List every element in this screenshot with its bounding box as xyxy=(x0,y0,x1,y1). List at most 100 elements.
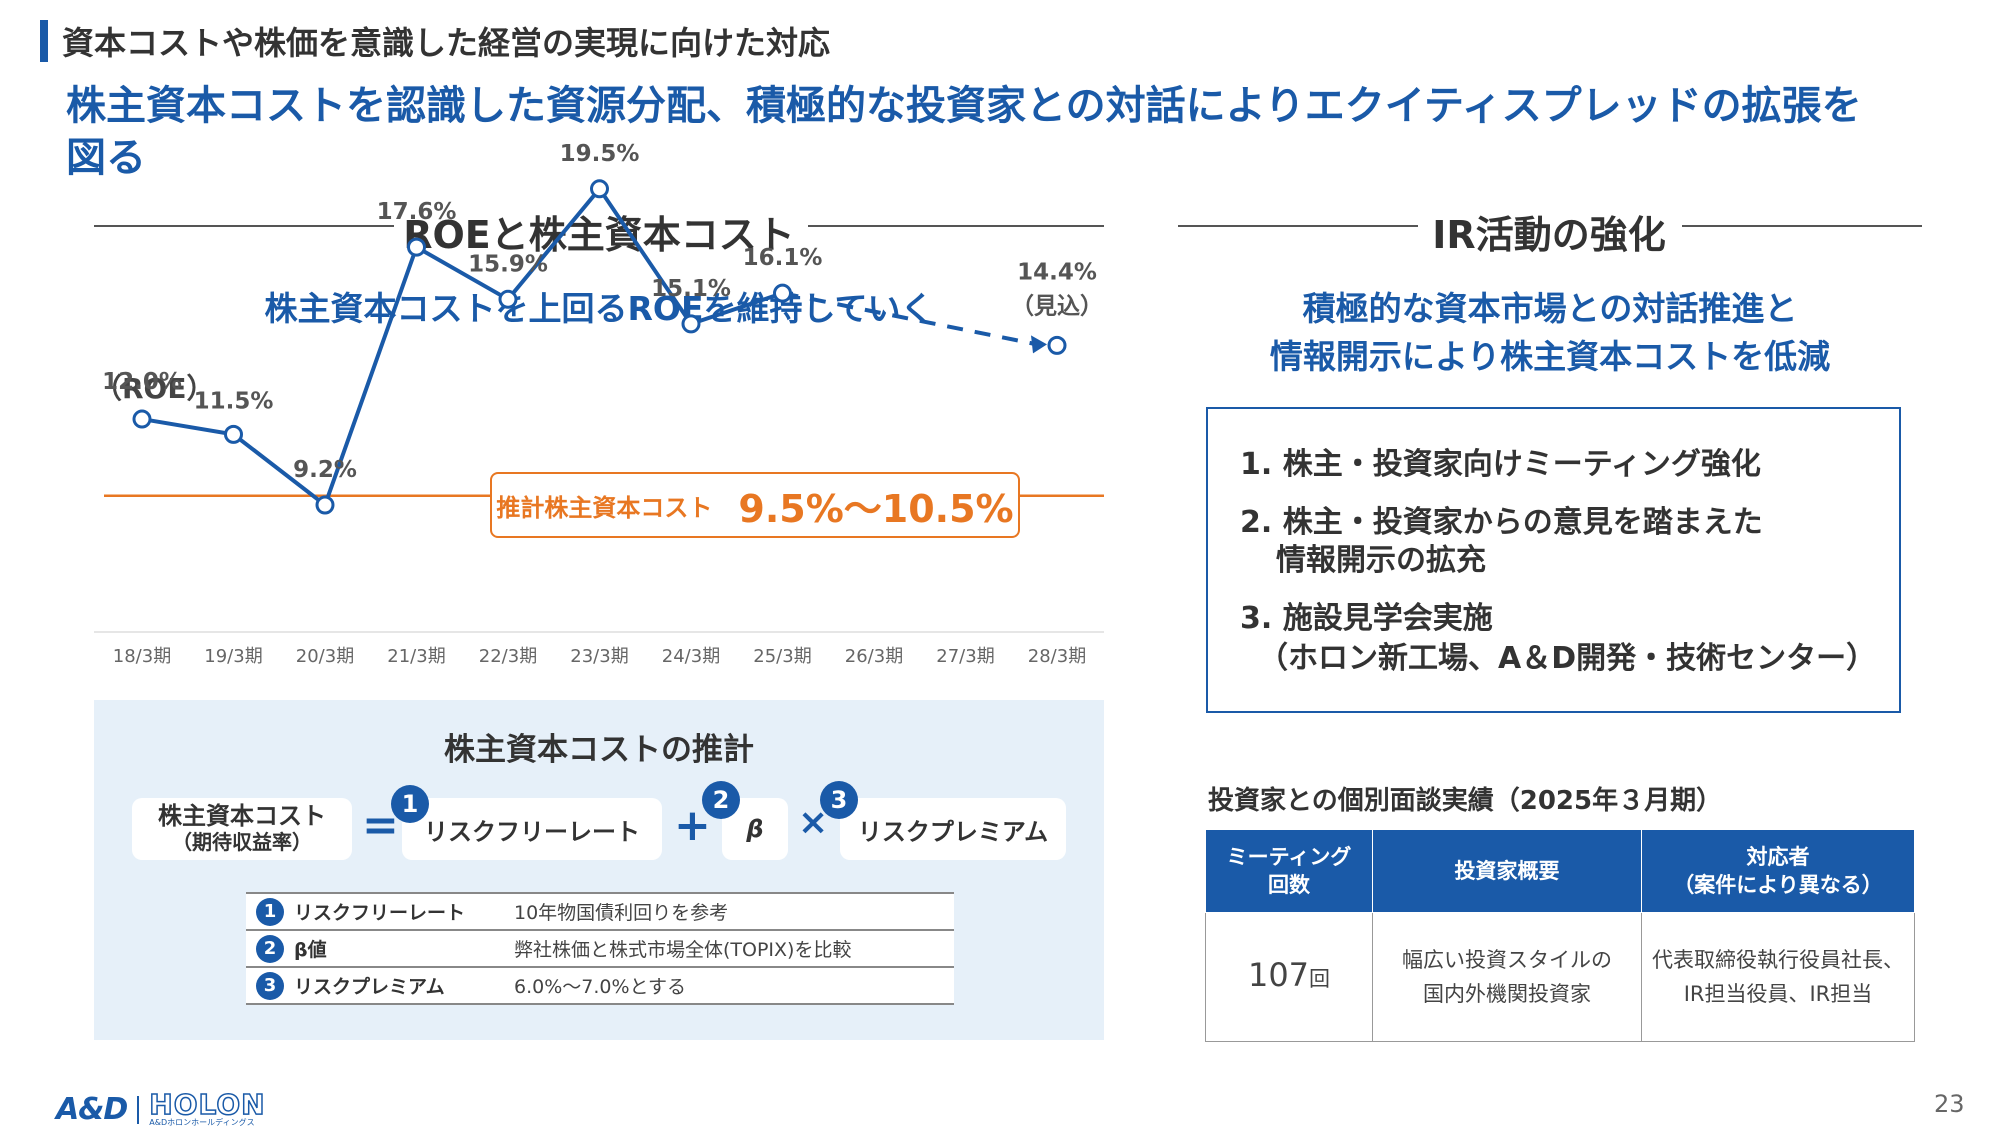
table-row: 2 β値 弊社株価と株式市場全体(TOPIX)を比較 xyxy=(246,929,954,968)
ir-item-3: 3. 施設見学会実施 xyxy=(1240,601,1493,636)
table-row: 107回 幅広い投資スタイルの 国内外機関投資家 代表取締役執行役員社長、 IR… xyxy=(1205,912,1915,1042)
table-row: 3 リスクプレミアム 6.0%〜7.0%とする xyxy=(246,966,954,1005)
row-number: 2 xyxy=(256,934,284,963)
data-label: 11.5% xyxy=(194,388,274,414)
badge-1: 1 xyxy=(391,785,429,823)
data-label: 15.9% xyxy=(468,251,548,277)
x-tick-label: 20/3期 xyxy=(296,646,354,667)
data-label: 15.1% xyxy=(651,276,731,302)
meetings-title: 投資家との個別面談実績（2025年３月期） xyxy=(1208,786,1723,816)
logo-and: A&D xyxy=(56,1092,128,1127)
left-title-rule-right xyxy=(808,225,1104,227)
cost-callout-value: 9.5%〜10.5% xyxy=(738,486,1014,531)
meeting-count: 107 xyxy=(1247,956,1310,994)
data-point xyxy=(681,314,701,334)
right-title-rule-left xyxy=(1178,225,1418,227)
ir-actions-box xyxy=(1206,407,1901,713)
formula-lhs-line1: 株主資本コスト xyxy=(158,802,326,830)
cell-count: 107回 xyxy=(1205,912,1373,1042)
roe-chart: （ROE） 12.0% 11.5% 9.2% 17.6% 15.9% 19.5% 15.1%… xyxy=(94,141,1104,667)
responders-line1: 代表取締役執行役員社長、 xyxy=(1652,948,1904,972)
row-term: リスクフリーレート xyxy=(294,892,514,931)
data-point xyxy=(315,495,335,515)
x-tick-label: 21/3期 xyxy=(387,646,445,667)
data-point xyxy=(498,289,518,309)
ir-item-2: 2. 株主・投資家からの意見を踏まえた xyxy=(1240,505,1763,540)
roe-line-forecast xyxy=(782,291,1038,347)
header-overview: 投資家概要 xyxy=(1372,829,1642,913)
formula-term-premium: リスクプレミアム xyxy=(840,798,1066,860)
cost-callout: 推計株主資本コスト 9.5%〜10.5% xyxy=(490,472,1020,538)
right-section-title: IR活動の強化 xyxy=(1432,213,1666,257)
data-label: 17.6% xyxy=(377,199,457,225)
x-tick-label: 28/3期 xyxy=(1028,646,1086,667)
x-tick-label: 23/3期 xyxy=(570,646,628,667)
responders-line2: IR担当役員、IR担当 xyxy=(1683,982,1873,1006)
data-label: 19.5% xyxy=(560,141,640,167)
page-headline: 株主資本コストを認識した資源分配、積極的な投資家との対話によりエクイティスプレッ… xyxy=(66,83,1862,181)
x-tick-label: 18/3期 xyxy=(113,646,171,667)
data-label: 9.2% xyxy=(293,457,357,483)
roe-line-actual xyxy=(141,185,784,509)
formula-lhs-line2: （期待収益率） xyxy=(172,830,312,854)
page-header: 資本コストや株価を意識した経営の実現に向けた対応 xyxy=(62,24,831,62)
chart-ylabel: （ROE） xyxy=(94,372,215,405)
x-tick-label: 19/3期 xyxy=(204,646,262,667)
row-desc: 弊社株価と株式市場全体(TOPIX)を比較 xyxy=(514,929,954,968)
x-tick-label: 27/3期 xyxy=(936,646,994,667)
ir-item-2-cont: 情報開示の拡充 xyxy=(1276,543,1486,578)
row-desc: 6.0%〜7.0%とする xyxy=(514,966,954,1005)
row-desc: 10年物国債利回りを参考 xyxy=(514,892,954,931)
table-header-row: ミーティング 回数 投資家概要 対応者 （案件により異なる） xyxy=(1205,829,1915,913)
definition-table: 1 リスクフリーレート 10年物国債利回りを参考 2 β値 弊社株価と株式市場全… xyxy=(246,892,954,1005)
x-tick-label: 22/3期 xyxy=(479,646,537,667)
estimate-title: 株主資本コストの推計 xyxy=(444,732,754,768)
row-term: β値 xyxy=(294,929,514,968)
row-number: 3 xyxy=(256,971,284,1000)
overview-line1: 幅広い投資スタイルの xyxy=(1402,948,1612,972)
table-row: 1 リスクフリーレート 10年物国債利回りを参考 xyxy=(246,892,954,931)
forecast-note: （見込） xyxy=(1011,292,1103,319)
data-label: 16.1% xyxy=(743,245,823,271)
ir-item-1: 1. 株主・投資家向けミーティング強化 xyxy=(1240,447,1761,482)
cost-callout-label: 推計株主資本コスト xyxy=(496,493,713,522)
data-point xyxy=(224,424,243,444)
data-point xyxy=(407,237,426,257)
meetings-table: ミーティング 回数 投資家概要 対応者 （案件により異なる） 107回 幅広い投… xyxy=(1205,829,1915,1042)
logo-divider xyxy=(137,1096,140,1124)
data-label: 14.4% xyxy=(1017,259,1097,285)
formula-lhs: 株主資本コスト （期待収益率） xyxy=(132,798,352,860)
x-tick-label: 24/3期 xyxy=(662,646,720,667)
logo-holon: HOLON xyxy=(149,1088,266,1121)
x-tick-label: 26/3期 xyxy=(845,646,903,667)
header-count-line1: ミーティング xyxy=(1226,845,1352,869)
header-responders-line2: （案件により異なる） xyxy=(1673,873,1883,897)
cell-responders: 代表取締役執行役員社長、 IR担当役員、IR担当 xyxy=(1641,912,1915,1042)
badge-2: 2 xyxy=(702,781,740,819)
left-section-subtitle: 株主資本コストを上回るROEを維持していく xyxy=(264,289,934,328)
formula-term-riskfree: リスクフリーレート xyxy=(402,798,662,860)
ir-item-3-cont: （ホロン新工場、A＆D開発・技術センター） xyxy=(1258,641,1877,676)
badge-3: 3 xyxy=(820,781,858,819)
x-tick-label: 25/3期 xyxy=(753,646,811,667)
data-point xyxy=(773,283,792,303)
data-label: 12.0% xyxy=(102,369,182,395)
left-title-rule-left xyxy=(94,225,394,227)
data-point xyxy=(132,409,152,429)
company-logo: A&D HOLON A&Dホロンホールディングス xyxy=(56,1088,266,1128)
right-title-rule-right xyxy=(1682,225,1922,227)
header-accent-bar xyxy=(40,20,48,62)
header-count: ミーティング 回数 xyxy=(1205,829,1373,913)
header-count-line2: 回数 xyxy=(1268,873,1310,897)
left-section-title: ROEと株主資本コスト xyxy=(403,213,795,257)
overview-line2: 国内外機関投資家 xyxy=(1423,982,1591,1006)
forecast-arrow-icon xyxy=(1031,335,1047,354)
meeting-count-unit: 回 xyxy=(1309,967,1331,991)
header-responders-line1: 対応者 xyxy=(1746,845,1810,869)
cell-overview: 幅広い投資スタイルの 国内外機関投資家 xyxy=(1372,912,1642,1042)
right-subtitle-line2: 情報開示により株主資本コストを低減 xyxy=(1269,337,1831,376)
logo-subtext: A&Dホロンホールディングス xyxy=(149,1118,255,1127)
page-number: 23 xyxy=(1934,1090,1965,1118)
data-point xyxy=(590,179,609,199)
data-point xyxy=(1047,335,1067,355)
